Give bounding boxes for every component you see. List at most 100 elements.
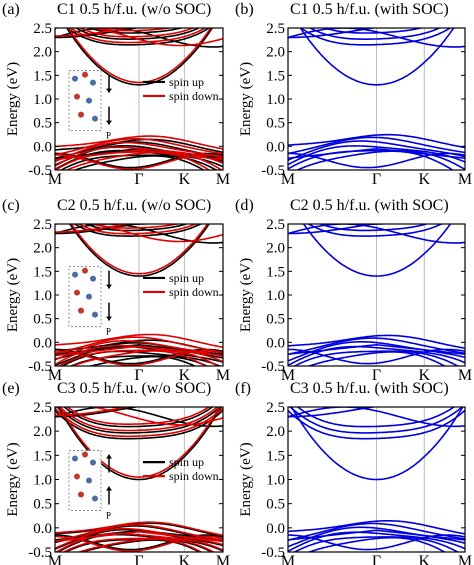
y-axis-label: Energy (eV) xyxy=(5,62,21,136)
band-line-spin-down-6 xyxy=(55,521,223,537)
panel-f: -0.5 0.0 0.5 1.0 1.5 2.0 2.5 M Γ K M Energy (eV) (f)… xyxy=(235,380,472,565)
y-tick-label: -0.5 xyxy=(28,545,52,561)
x-tick-label: M xyxy=(48,367,62,384)
y-tick-label: 2.0 xyxy=(266,424,285,440)
band-line-soc-7 xyxy=(288,522,465,541)
band-line-spin-down-4 xyxy=(55,224,223,243)
atom-marker xyxy=(78,491,84,498)
atom-marker xyxy=(90,79,96,86)
panel-title: C3 0.5 h/f.u. (w/o SOC) xyxy=(57,380,211,397)
band-line-soc-10 xyxy=(292,536,460,552)
x-tick-label: K xyxy=(179,367,191,384)
atom-marker xyxy=(92,115,98,122)
band-line-soc-3 xyxy=(296,407,456,428)
atom-marker xyxy=(74,473,80,480)
atom-marker xyxy=(74,289,80,296)
atom-marker xyxy=(90,275,96,282)
band-line-spin-up-4 xyxy=(55,28,223,48)
x-tick-label: M xyxy=(458,367,472,384)
band-line-soc-6 xyxy=(288,334,465,349)
band-line-soc-8 xyxy=(288,140,465,161)
band-line-soc-6 xyxy=(288,520,465,535)
band-line-soc-13 xyxy=(288,152,465,169)
band-line-spin-up-4 xyxy=(55,407,223,428)
band-line-spin-down-5 xyxy=(55,224,132,233)
atom-marker xyxy=(72,455,78,462)
plot-area xyxy=(55,224,223,366)
panel-title: C1 0.5 h/f.u. (with SOC) xyxy=(290,1,449,18)
y-tick-label: 1.0 xyxy=(33,473,52,489)
band-line-soc-10 xyxy=(288,149,465,170)
arrow-head xyxy=(106,454,112,459)
y-tick-label: -0.5 xyxy=(261,359,285,375)
polarization-label: P xyxy=(106,131,111,141)
band-line-soc-0 xyxy=(290,407,464,481)
y-tick-label: 1.5 xyxy=(266,264,285,280)
atom-marker xyxy=(78,111,84,118)
band-line-spin-up-11 xyxy=(87,355,197,366)
y-tick-label: 0.0 xyxy=(266,335,285,351)
band-line-soc-12 xyxy=(288,529,465,541)
band-line-soc-11 xyxy=(295,150,455,170)
band-line-spin-up-3 xyxy=(87,28,185,34)
panel-label: (e) xyxy=(2,380,20,397)
x-tick-label: Γ xyxy=(372,171,381,188)
band-line-soc-9 xyxy=(288,531,465,552)
panel-c: -0.5 0.0 0.5 1.0 1.5 2.0 2.5 M Γ K M Energy (eV) (c)… xyxy=(2,197,230,384)
arrow-head xyxy=(106,486,112,491)
y-tick-label: -0.5 xyxy=(28,359,52,375)
atom-marker xyxy=(72,75,78,82)
panel-title: C2 0.5 h/f.u. (with SOC) xyxy=(290,197,449,214)
band-line-soc-11 xyxy=(307,536,447,552)
plot-area xyxy=(288,407,465,552)
band-line-spin-down-13 xyxy=(55,535,223,552)
band-line-spin-up-0 xyxy=(65,28,214,86)
band-line-spin-down-2 xyxy=(58,407,219,432)
band-line-spin-up-0 xyxy=(57,407,222,481)
band-line-spin-down-10 xyxy=(57,349,220,366)
arrow-head xyxy=(106,120,112,125)
y-tick-label: 0.0 xyxy=(33,335,52,351)
band-line-spin-down-0 xyxy=(58,407,221,478)
band-line-spin-down-6 xyxy=(55,333,223,349)
band-line-spin-up-6 xyxy=(55,522,223,538)
plot-area xyxy=(288,224,465,366)
x-tick-label: M xyxy=(216,171,230,188)
y-tick-label: 2.5 xyxy=(266,21,285,37)
x-tick-label: Γ xyxy=(372,553,381,565)
band-line-soc-5 xyxy=(288,28,379,39)
panel-title: C1 0.5 h/f.u. (w/o SOC) xyxy=(57,1,211,18)
y-tick-label: 1.0 xyxy=(266,288,285,304)
x-tick-label: M xyxy=(216,367,230,384)
y-tick-label: 0.5 xyxy=(33,497,52,513)
x-tick-label: K xyxy=(179,553,191,565)
band-line-soc-12 xyxy=(288,343,465,355)
atom-marker xyxy=(82,71,88,78)
y-tick-label: 2.5 xyxy=(266,217,285,233)
y-tick-label: 0.0 xyxy=(266,521,285,537)
panel-label: (f) xyxy=(235,380,251,397)
atom-marker xyxy=(78,307,84,314)
band-line-spin-down-8 xyxy=(55,141,223,163)
plot-area xyxy=(288,28,465,170)
polarization-label: P xyxy=(106,511,111,521)
band-line-soc-7 xyxy=(288,337,465,356)
y-axis-label: Energy (eV) xyxy=(238,62,254,136)
y-tick-label: 0.5 xyxy=(266,312,285,328)
y-axis-label: Energy (eV) xyxy=(5,442,21,516)
y-tick-label: 0.0 xyxy=(33,521,52,537)
atom-marker xyxy=(92,495,98,502)
arrow-head xyxy=(106,88,112,93)
band-line-spin-down-6 xyxy=(55,135,223,150)
legend-label: spin up xyxy=(169,271,204,285)
band-line-spin-down-7 xyxy=(55,336,223,355)
atom-marker xyxy=(72,271,78,278)
y-tick-label: 1.0 xyxy=(33,92,52,108)
crystal-structure-inset: P xyxy=(68,266,112,337)
y-tick-label: 2.5 xyxy=(33,21,52,37)
x-tick-label: Γ xyxy=(134,171,143,188)
atom-marker xyxy=(74,93,80,100)
panel-b: -0.5 0.0 0.5 1.0 1.5 2.0 2.5 M Γ K M Energy (eV) (b)… xyxy=(235,1,472,188)
legend-label: spin down xyxy=(169,285,219,299)
